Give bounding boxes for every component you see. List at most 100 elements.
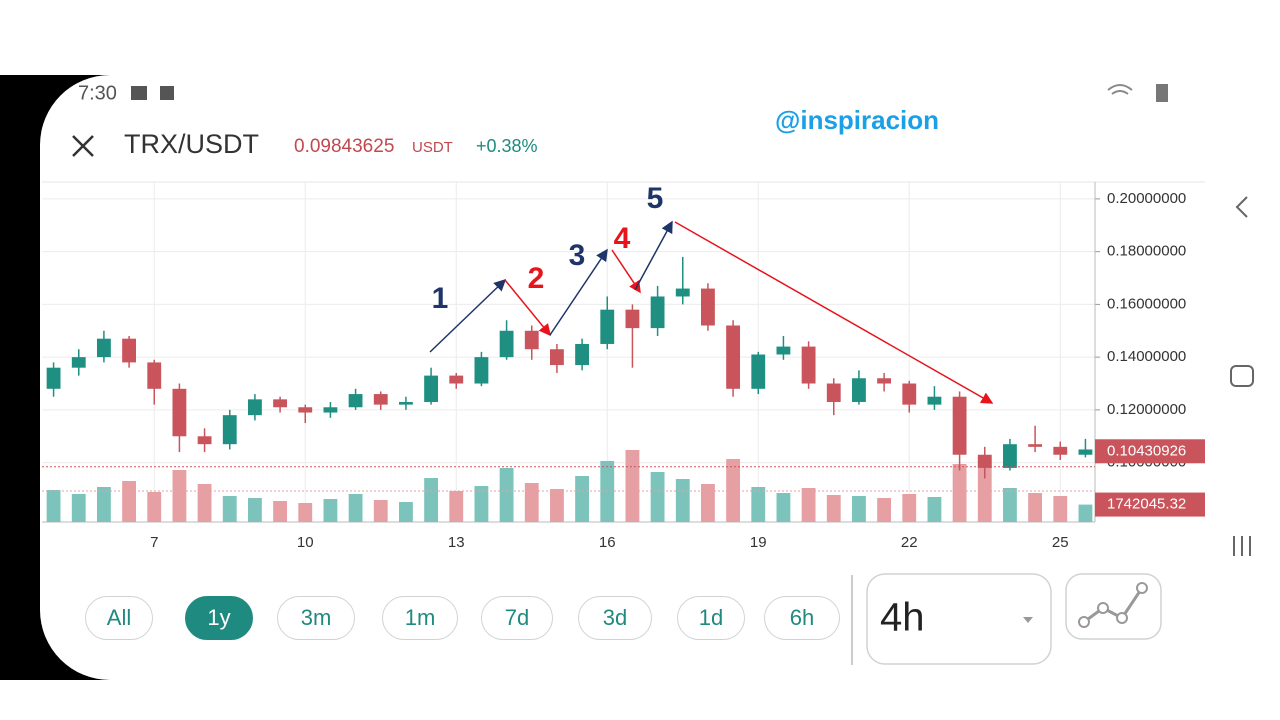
wave-label: 5 [647,182,664,215]
x-tick-label: 13 [448,534,465,551]
nav-home[interactable] [1230,365,1254,387]
chart-style-button[interactable] [1065,573,1162,640]
candle-body [826,383,841,402]
candle-body [273,399,288,408]
volume-bar [1078,504,1093,522]
chart: 7 10 13 16 19 22 250.200000000.180000000.16000… [42,182,1205,551]
volume-bar [826,495,841,522]
volume-bar [499,468,514,522]
last-price-tag [1095,439,1205,464]
volume-bar [776,493,791,522]
x-tick-label: 10 [297,534,314,551]
candle-body [298,407,313,413]
volume-bar [524,483,539,522]
x-tick-label: 19 [750,534,767,551]
timeframe-button[interactable]: 3d [578,596,652,640]
candle-body [675,288,690,297]
candle-body [96,338,111,358]
volume-bar [96,487,111,522]
volume-bar [273,501,288,522]
wave-arrow [674,221,994,404]
candle-body [952,396,967,455]
volume-bar [298,503,313,522]
volume-bar [952,464,967,522]
candle-body [1028,444,1043,447]
candle-body [122,338,136,363]
wave-label: 2 [528,262,545,295]
timeframe-button[interactable]: All [85,596,153,640]
timeframe-button[interactable]: 1m [382,596,458,640]
volume-bar [575,476,590,522]
timeframe-button[interactable]: 1y [185,596,253,640]
volume-bar [398,502,413,522]
wave-arrow [549,248,608,336]
volume-bar [675,479,690,522]
candle-body [524,330,539,350]
candle-body [977,454,992,468]
volume-bar [323,499,338,522]
interval-value: 4h [880,596,925,640]
status-icon [160,86,174,100]
wave-arrow [504,279,551,337]
candle-body [499,330,514,358]
interval-dropdown[interactable] [866,573,1052,665]
volume-bar [247,498,262,522]
y-tick-label: 0.18000000 [1107,243,1186,260]
volume-bar [977,457,992,522]
candle-body [398,401,413,405]
volume-bar [650,472,665,522]
volume-bar [1028,493,1043,522]
timeframe-button[interactable]: 7d [481,596,553,640]
volume-bar [449,491,464,522]
volume-bar [726,459,741,522]
candle-body [172,388,187,437]
volume-bar [927,497,942,522]
volume-bar [625,450,640,522]
line-icon [1083,587,1144,624]
last-price-label: 0.10430926 [1107,442,1186,459]
candle-body [348,394,363,408]
volume-bar [172,470,187,522]
y-tick-label: 0.14000000 [1107,348,1186,365]
last-volume-tag [1095,492,1205,517]
wave-arrow [634,220,673,291]
candle-body [701,288,715,326]
header-price: 0.09843625 [294,136,394,157]
volume-bar [46,490,61,522]
candle-body [927,396,942,405]
y-tick-label: 0.20000000 [1107,190,1186,207]
candle-body [801,346,816,384]
candle-body [1003,444,1017,468]
last-volume-label: 1742045.32 [1107,496,1186,513]
timeframe-button[interactable]: 1d [677,596,745,640]
timeframe-button[interactable]: 3m [277,596,355,640]
price-unit: USDT [412,139,453,156]
y-tick-label: 0.16000000 [1107,295,1186,312]
candle-body [424,375,439,402]
volume-bar [801,488,816,522]
volume-bar [71,494,86,522]
candle-body [776,346,791,355]
wave-label: 1 [432,282,449,315]
nav-recents[interactable] [1233,536,1251,556]
close-button[interactable] [72,135,94,157]
timeframe-button[interactable]: 6h [764,596,840,640]
candle-body [222,415,237,445]
pair-title: TRX/USDT [124,129,259,159]
candle-body [247,399,262,416]
volume-bar [147,492,162,522]
volume-bar [877,498,892,522]
wave-arrow [611,249,641,294]
candle-body [474,357,489,384]
candle-body [71,357,86,368]
nav-back[interactable] [1235,196,1248,218]
wifi-icon [1107,84,1133,95]
volume-bar [1053,496,1068,522]
price-change: +0.38% [476,136,538,156]
volume-bar [852,496,866,522]
x-tick-label: 22 [901,534,918,551]
candle-body [1053,446,1068,455]
candle-body [852,378,866,402]
